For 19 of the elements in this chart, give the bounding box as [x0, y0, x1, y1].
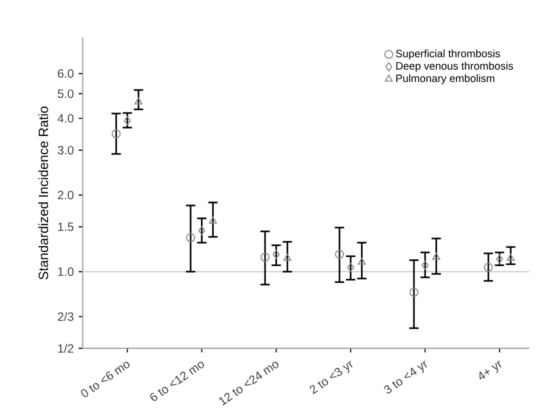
y-tick-label: 5.0 [58, 89, 74, 98]
x-tick-label: 0 to <6 mo [81, 362, 130, 398]
y-tick-label: 1.0 [58, 267, 74, 276]
y-tick-label: 1.5 [58, 222, 74, 232]
y-tick-label: 4.0 [58, 114, 74, 123]
legend-label: Deep venous thrombosis [396, 62, 514, 72]
y-axis-title: Standardized Incidence Ratio [38, 106, 48, 280]
legend-label: Pulmonary embolism [396, 74, 494, 84]
x-tick-label: 4+ yr [480, 360, 502, 380]
y-tick-label: 1/2 [58, 344, 74, 353]
y-tick-label: 6.0 [58, 69, 74, 78]
y-tick-label: 2.0 [58, 190, 74, 200]
y-tick-label: 2/3 [58, 312, 74, 321]
x-tick-label: 2 to <3 yr [310, 360, 353, 394]
y-tick-label: 3.0 [58, 146, 74, 154]
x-tick-label: 12 to <24 mo [219, 362, 278, 406]
x-tick-label: 3 to <4 yr [384, 360, 428, 394]
legend-label: Superficial thrombosis [396, 49, 500, 60]
x-tick-label: 6 to <12 mo [150, 362, 204, 401]
